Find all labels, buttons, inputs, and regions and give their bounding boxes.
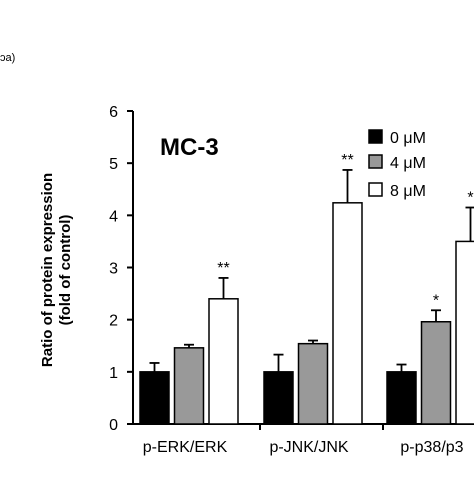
chart-title: MC-3 [160, 134, 219, 161]
bar [422, 322, 451, 424]
y-tick-label: 5 [109, 156, 118, 173]
significance-label: * [467, 190, 473, 207]
legend-swatch [369, 130, 382, 143]
bar [333, 203, 362, 424]
x-tick-label: p-p38/p3 [400, 439, 463, 456]
y-tick-label: 1 [109, 365, 118, 382]
legend-label: 8 μM [390, 183, 426, 200]
legend-label: 4 μM [390, 155, 426, 172]
y-axis-label-line2: (fold of control) [57, 215, 74, 326]
bar [387, 372, 416, 424]
y-tick-label: 4 [109, 208, 118, 225]
y-tick-label: 6 [109, 104, 118, 121]
y-tick-label: 0 [109, 417, 118, 434]
significance-label: * [433, 292, 439, 309]
legend-label: 0 μM [390, 130, 426, 147]
legend: 0 μM 4 μM 8 μM [369, 130, 426, 200]
y-tick-label: 3 [109, 261, 118, 278]
significance-label: ** [217, 260, 229, 277]
bars-group [140, 203, 474, 424]
bar [264, 372, 293, 424]
y-axis-label-line1: Ratio of protein expression [39, 173, 56, 367]
significance-label: ** [341, 152, 353, 169]
bar [175, 348, 204, 424]
bar [140, 372, 169, 424]
bar [456, 241, 474, 424]
x-tick-label: p-ERK/ERK [143, 439, 228, 456]
legend-swatch [369, 183, 382, 196]
bar [299, 344, 328, 424]
y-tick-label: 2 [109, 313, 118, 330]
bar [209, 299, 238, 424]
legend-swatch [369, 155, 382, 168]
x-tick-label: p-JNK/JNK [269, 439, 348, 456]
